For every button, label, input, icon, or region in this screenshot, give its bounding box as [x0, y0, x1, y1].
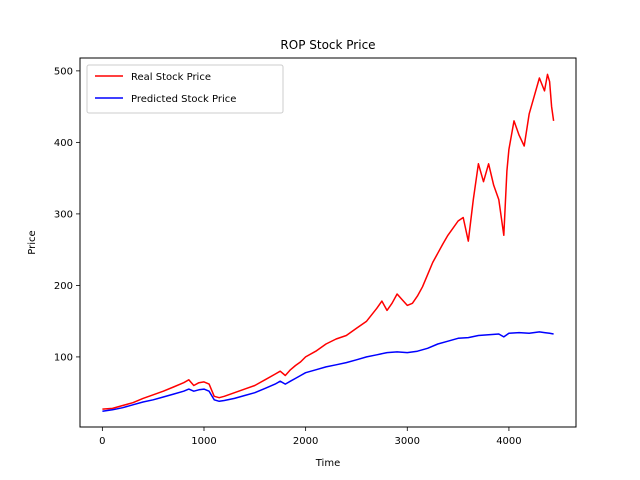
- plot-frame: [79, 57, 577, 428]
- x-axis-label: Time: [315, 458, 340, 469]
- x-tick-label: 2000: [293, 436, 318, 447]
- y-tick-label: 400: [54, 138, 73, 149]
- y-tick-label: 100: [54, 352, 73, 363]
- x-tick-label: 4000: [496, 436, 521, 447]
- legend-label-predicted: Predicted Stock Price: [131, 94, 236, 105]
- legend-label-real: Real Stock Price: [131, 72, 211, 83]
- y-axis-ticks: 100 200 300 400 500: [54, 66, 80, 363]
- x-tick-label: 1000: [191, 436, 216, 447]
- y-tick-label: 300: [54, 209, 73, 220]
- x-axis-ticks: 0 1000 2000 3000 4000: [99, 427, 522, 447]
- chart-title: ROP Stock Price: [280, 38, 375, 52]
- legend-box: [86, 64, 284, 114]
- series-line-predicted: [102, 331, 554, 413]
- y-tick-label: 200: [54, 281, 73, 292]
- series-line-real: [102, 73, 555, 410]
- x-tick-label: 3000: [395, 436, 420, 447]
- x-tick-label: 0: [99, 436, 105, 447]
- chart-legend: Real Stock Price Predicted Stock Price: [86, 64, 284, 114]
- plot-lines: [102, 73, 555, 413]
- y-tick-label: 500: [54, 66, 73, 77]
- y-axis-label: Price: [27, 230, 38, 254]
